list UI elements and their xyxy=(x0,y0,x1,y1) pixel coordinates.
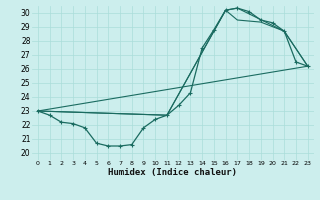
X-axis label: Humidex (Indice chaleur): Humidex (Indice chaleur) xyxy=(108,168,237,177)
